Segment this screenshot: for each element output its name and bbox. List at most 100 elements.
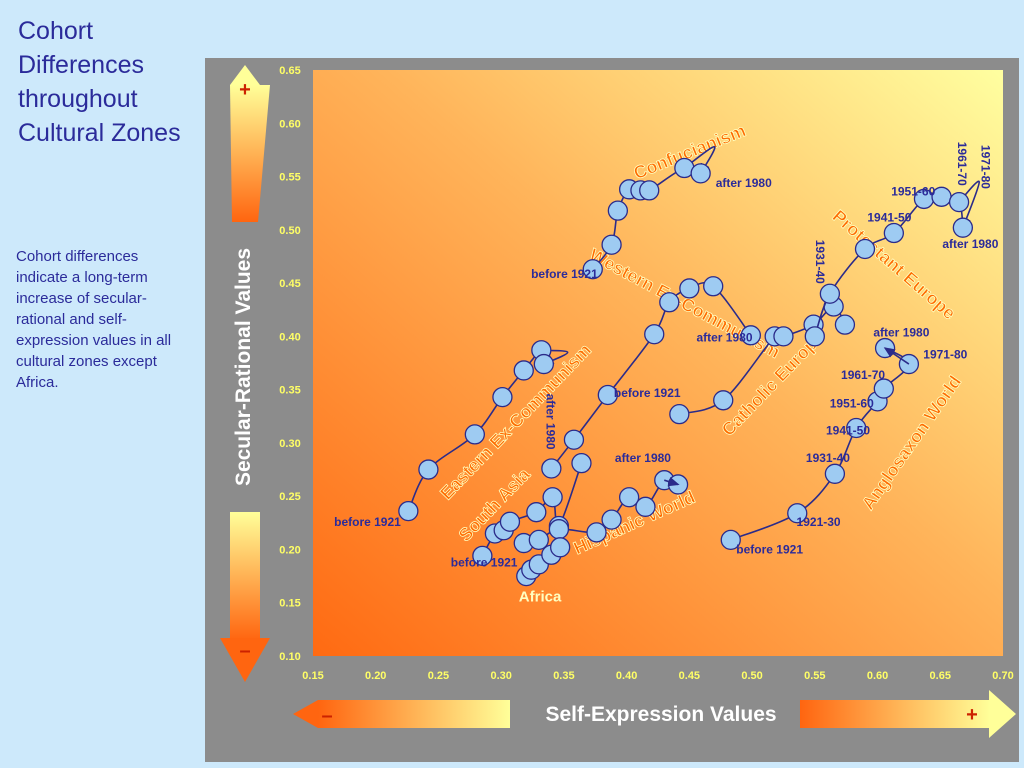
data-point [607,200,629,221]
zone-label-africa: Africa [519,589,562,606]
cohort-annotation: 1941-50 [867,210,911,224]
y-tick-label: 0.65 [279,65,300,77]
series-confucianism [582,145,716,280]
y-arrow-bottom [230,512,260,640]
data-point [549,537,571,558]
data-point [819,283,841,304]
x-tick-label: 0.40 [616,670,637,682]
series-arrow [883,347,910,365]
data-point [773,326,794,347]
x-tick-label: 0.15 [302,670,323,682]
y-axis-label: Secular-Rational Values [232,247,255,487]
x-arrow-left [318,700,510,728]
data-point [854,238,876,260]
annotations: before 1921 after 1980 after 1980 before 19… [334,142,999,570]
data-point [669,403,690,425]
cohort-annotation: 1961-70 [841,368,885,382]
data-point [472,545,493,566]
data-point [824,463,846,484]
y-tick-label: 0.50 [279,225,300,237]
y-tick-labels: 0.65 0.60 0.55 0.50 0.45 0.40 0.35 0.30 0.25 0.20… [279,65,300,663]
y-arrow-top [230,85,270,222]
data-point [740,325,761,346]
x-tick-label: 0.50 [741,670,762,682]
data-point [873,378,894,399]
cohort-annotation: before 1921 [451,556,518,570]
cohort-annotation: before 1921 [531,267,598,281]
y-axis-arrow: + – [220,65,270,682]
cohort-annotation: after 1980 [942,237,998,251]
x-arrow-right [800,700,990,728]
cohort-annotation: 1931-40 [806,451,850,465]
x-tick-label: 0.30 [490,670,511,682]
data-point [846,417,867,439]
data-point [513,360,534,381]
plot-area [313,70,1003,656]
data-point [644,324,665,345]
series-anglosaxon-world [720,337,920,551]
data-point [601,509,622,530]
data-point [492,386,513,408]
data-point [582,259,603,280]
data-point [563,429,585,450]
y-tick-label: 0.20 [279,544,300,556]
data-point [883,222,905,244]
slide-title: Cohort Differences throughout Cultural Z… [18,17,181,147]
cohort-annotation: 1931-40 [813,240,827,284]
data-point [601,234,622,255]
y-tick-label: 0.15 [279,598,300,610]
data-point [464,424,485,445]
data-point [834,314,856,335]
cohort-annotation: 1921-30 [797,515,841,529]
x-tick-label: 0.70 [992,670,1013,682]
slide-description: Cohort differences indicate a long-term … [16,248,172,391]
data-point [499,511,521,532]
y-tick-label: 0.35 [279,385,300,397]
data-point [952,217,974,238]
x-minus-sign: – [321,705,332,727]
cohort-annotation: after 1980 [873,325,929,339]
x-tick-label: 0.55 [804,670,825,682]
data-point [528,529,549,551]
cohort-annotation: before 1921 [334,515,401,529]
data-point [586,522,607,543]
data-point [542,487,563,508]
data-point [533,353,554,375]
cohort-annotation: after 1980 [696,331,752,345]
cohort-annotation: after 1980 [615,451,671,465]
y-plus-sign: + [239,79,251,101]
series-protestant-europe [804,180,980,347]
data-point [571,453,592,474]
series-western-ex-communism [541,276,761,479]
series-africa [516,537,571,587]
series-eastern-ex-communism [398,340,569,522]
data-point [618,487,640,508]
data-point [713,390,734,411]
cohort-annotation: after 1980 [543,394,557,450]
cohort-annotation: before 1921 [614,386,681,400]
data-point [635,496,656,517]
cohort-annotation: 1971-80 [979,145,993,189]
series-group [398,145,980,587]
y-tick-label: 0.60 [279,118,300,130]
cohort-annotation: 1961-70 [955,142,969,186]
data-point [720,529,741,551]
data-point [690,163,711,184]
series-hispanic-world [513,470,689,554]
data-point [548,519,570,540]
x-tick-label: 0.65 [930,670,951,682]
x-tick-label: 0.45 [679,670,700,682]
data-point [659,292,680,313]
data-point [418,459,439,480]
x-tick-label: 0.60 [867,670,888,682]
cohort-annotation: after 1980 [716,176,772,190]
data-point [639,180,660,201]
x-axis-arrow: – + [293,690,1016,738]
data-point [526,502,547,523]
data-point [541,458,562,479]
y-tick-label: 0.55 [279,172,300,184]
y-tick-label: 0.45 [279,278,300,290]
data-point [597,384,618,406]
cohort-annotation: 1951-60 [891,185,935,199]
